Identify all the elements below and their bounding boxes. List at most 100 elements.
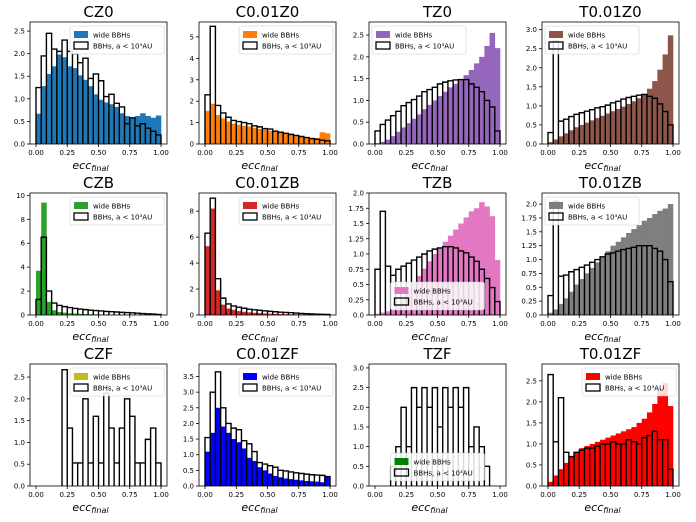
- filled-bar: [82, 314, 89, 315]
- legend: wide BBHs BBHs, a < 10³AU: [371, 25, 467, 55]
- x-axis-label-main: ecc: [584, 330, 603, 343]
- filled-bar: [610, 111, 617, 144]
- filled-bar: [600, 256, 606, 315]
- filled-bar: [494, 48, 501, 145]
- legend-filled-label: wide BBHs: [395, 32, 433, 40]
- legend-outline-label: BBHs, a < 10³AU: [262, 385, 321, 393]
- filled-bar: [553, 475, 559, 486]
- filled-bar: [548, 481, 554, 486]
- filled-bar: [220, 426, 227, 486]
- legend-filled-label: wide BBHs: [93, 203, 131, 211]
- y-tick-label: 0.0: [183, 483, 194, 491]
- legend-box: [238, 367, 334, 397]
- legend-box: [371, 25, 467, 55]
- y-tick-label: 1.0: [526, 440, 537, 448]
- panel-title: TZF: [422, 345, 451, 363]
- outline-histogram: [204, 371, 331, 486]
- filled-bar: [324, 476, 331, 486]
- panel-title: T0.01ZF: [579, 345, 641, 363]
- outline-histogram: [374, 210, 501, 315]
- legend-box: [238, 196, 334, 226]
- filled-bar: [215, 407, 221, 486]
- filled-bar: [82, 79, 89, 144]
- filled-bar: [416, 114, 423, 144]
- x-tick-label: 0.00: [197, 149, 213, 157]
- x-tick-label: 0.00: [28, 491, 44, 499]
- outline-histogram: [547, 40, 674, 144]
- panel-title: CZF: [84, 345, 113, 363]
- y-tick-label: 2.0: [14, 50, 25, 58]
- x-tick-label: 0.00: [28, 320, 44, 328]
- filled-bar: [298, 480, 305, 486]
- filled-bar: [257, 129, 263, 144]
- legend-outline-label: BBHs, a < 10³AU: [605, 385, 664, 393]
- filled-bar: [119, 113, 125, 144]
- panel-10: C0.01ZF 0.0 0.5 1.0 1.5 2.0 2.5 3.0 3.5 0.00 0.25 0…: [183, 345, 338, 515]
- panel-title: C0.01ZF: [236, 345, 299, 363]
- legend-filled-label: wide BBHs: [262, 374, 300, 382]
- panel-11: TZF 0.0 0.5 1.0 1.5 2.0 2.5 3.0 0.00 0.25 0.50 0.75…: [353, 345, 508, 515]
- y-tick-label: 3.5: [183, 373, 194, 381]
- filled-bar: [251, 460, 258, 486]
- filled-bar: [558, 469, 564, 486]
- y-tick-label: 1.5: [526, 419, 537, 427]
- y-tick-label: 0.25: [521, 298, 537, 306]
- filled-bar: [589, 267, 596, 315]
- x-axis-label-main: ecc: [584, 501, 603, 514]
- filled-bar: [262, 129, 268, 144]
- filled-bar: [108, 104, 115, 144]
- x-axis-label-main: ecc: [72, 501, 91, 514]
- outline-histogram: [547, 373, 674, 486]
- filled-bar: [272, 313, 279, 315]
- x-axis-label-sub: final: [603, 164, 621, 173]
- filled-bar: [489, 32, 496, 145]
- y-tick-label: 0.0: [14, 141, 25, 149]
- filled-bar: [267, 130, 274, 144]
- legend-outline-swatch: [242, 212, 258, 221]
- y-tick-label: 2.0: [353, 53, 364, 61]
- outline-histogram: [374, 78, 501, 144]
- filled-bar: [283, 133, 289, 144]
- legend-outline-swatch: [73, 41, 89, 50]
- filled-bar: [220, 118, 227, 144]
- filled-bar: [390, 136, 397, 144]
- x-tick-label: 0.25: [228, 320, 244, 328]
- filled-bar: [220, 304, 227, 315]
- y-tick-label: 1: [190, 119, 194, 127]
- filled-bar: [447, 235, 454, 315]
- filled-bar: [36, 113, 42, 144]
- legend-filled-swatch: [243, 373, 257, 380]
- legend-outline-label: BBHs, a < 10³AU: [414, 299, 473, 307]
- panel-title: CZB: [83, 174, 114, 192]
- filled-bar: [155, 115, 162, 144]
- filled-bar: [568, 130, 575, 144]
- panel-8: T0.01ZB 0.0 0.25 0.5 0.75 1.0 1.25 1.5 1.75 2.0 0.…: [521, 174, 680, 344]
- y-tick-label: 0.75: [348, 266, 364, 274]
- filled-bar: [579, 278, 585, 315]
- filled-bar: [615, 108, 622, 144]
- y-tick-label: 4: [21, 264, 26, 272]
- filled-bar: [210, 208, 216, 315]
- legend: wide BBHs BBHs, a < 10³AU: [69, 196, 165, 226]
- filled-bar: [129, 117, 136, 144]
- x-axis-label: eccfinal: [584, 159, 621, 173]
- filled-bar: [140, 113, 146, 144]
- filled-bar: [298, 136, 305, 144]
- x-tick-label: 0.25: [571, 320, 587, 328]
- y-tick-label: 0.5: [353, 119, 364, 127]
- x-axis-label: eccfinal: [72, 159, 109, 173]
- legend-outline-swatch: [393, 468, 410, 477]
- x-tick-label: 1.00: [322, 491, 338, 499]
- y-tick-label: 2.5: [14, 28, 25, 36]
- filled-bar: [411, 118, 417, 144]
- filled-bar: [36, 270, 42, 315]
- y-tick-label: 0: [21, 312, 25, 320]
- x-tick-label: 0.50: [430, 149, 446, 157]
- panel-title: T0.01ZB: [578, 174, 642, 192]
- filled-bar: [553, 309, 559, 315]
- y-tick-label: 0.75: [521, 270, 537, 278]
- filled-bar: [447, 87, 454, 144]
- filled-bar: [314, 138, 320, 144]
- x-axis-label: eccfinal: [584, 501, 621, 515]
- filled-bar: [453, 83, 459, 144]
